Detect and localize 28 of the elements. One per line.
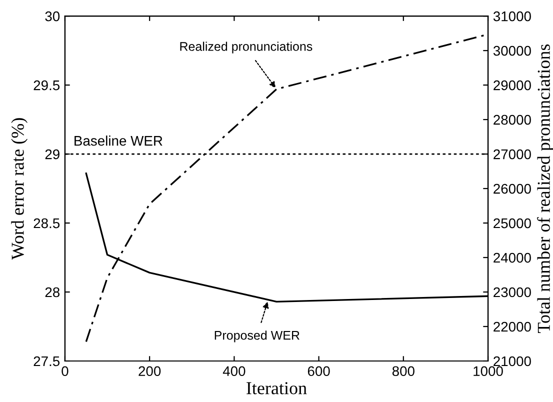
y2-tick-label: 24000 <box>494 252 531 263</box>
x-tick-label: 800 <box>392 366 414 376</box>
y-tick-label: 27.5 <box>34 356 60 366</box>
x-axis-title: Iteration <box>246 382 307 394</box>
y2-tick-label: 31000 <box>493 11 531 22</box>
x-tick-label: 600 <box>308 366 330 376</box>
x-tick-label: 200 <box>138 366 161 376</box>
ref-line-label: Baseline WER <box>74 136 162 146</box>
y2-tick-label: 21000 <box>494 356 531 366</box>
y-tick-label: 30 <box>45 11 60 22</box>
y2-tick-label: 29000 <box>494 80 531 90</box>
y2-tick-label: 25000 <box>494 218 531 228</box>
x-tick-label: 1000 <box>474 366 503 376</box>
y2-tick-label: 26000 <box>494 184 531 194</box>
y2-tick-label: 27000 <box>494 149 531 160</box>
y2-tick-label: 22000 <box>494 322 531 332</box>
y-axis-title: Word error rate (%) <box>11 118 28 260</box>
annotation: Realized pronunciations <box>180 42 312 54</box>
x-tick-label: 400 <box>222 366 246 376</box>
y2-tick-label: 23000 <box>494 287 531 298</box>
y-tick-label: 29 <box>45 149 60 160</box>
y-tick-label: 28.5 <box>34 218 60 228</box>
y2-tick-label: 28000 <box>494 114 531 125</box>
x-tick-label: 0 <box>62 366 68 376</box>
annotation: Proposed WER <box>214 330 300 342</box>
y-tick-label: 28 <box>45 287 60 298</box>
y2-tick-label: 30000 <box>493 46 531 56</box>
y-tick-label: 29.5 <box>34 80 60 90</box>
